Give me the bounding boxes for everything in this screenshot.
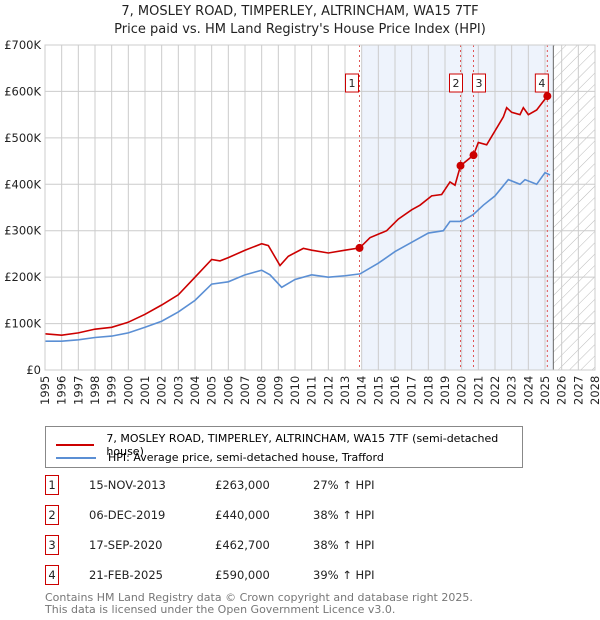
- sale-badge: 2: [45, 505, 59, 525]
- chart-title: 7, MOSLEY ROAD, TIMPERLEY, ALTRINCHAM, W…: [121, 4, 479, 19]
- x-tick-label: 1997: [71, 376, 85, 405]
- sale-price: £263,000: [215, 478, 270, 492]
- x-tick-label: 1998: [88, 376, 102, 405]
- y-tick-label: £300K: [4, 224, 41, 238]
- sale-hpi-diff: 38% ↑ HPI: [313, 508, 375, 522]
- x-tick-label: 2019: [438, 376, 452, 405]
- x-tick-label: 2015: [371, 376, 385, 405]
- sale-badge: 3: [45, 535, 59, 555]
- sale-hpi-diff: 39% ↑ HPI: [313, 568, 375, 582]
- x-tick-label: 2008: [255, 376, 269, 405]
- x-tick-label: 2022: [488, 376, 502, 405]
- x-tick-label: 2026: [555, 376, 569, 405]
- x-tick-label: 2028: [588, 376, 600, 405]
- sale-price: £590,000: [215, 568, 270, 582]
- shaded-region: [361, 45, 554, 370]
- y-tick-label: £200K: [4, 270, 41, 284]
- sale-price: £440,000: [215, 508, 270, 522]
- y-tick-label: £700K: [4, 38, 41, 52]
- y-tick-label: £100K: [4, 317, 41, 331]
- x-tick-label: 2005: [205, 376, 219, 405]
- sale-label-box: [534, 73, 549, 93]
- sale-hpi-diff: 27% ↑ HPI: [313, 478, 375, 492]
- legend-red-line: [56, 444, 95, 446]
- sale-row: 4 21-FEB-2025 £590,000 39% ↑ HPI: [45, 565, 445, 585]
- chart-legend: 7, MOSLEY ROAD, TIMPERLEY, ALTRINCHAM, W…: [45, 426, 523, 468]
- footer-copyright: Contains HM Land Registry data © Crown c…: [45, 591, 473, 604]
- x-tick-label: 2000: [121, 376, 135, 405]
- sale-row: 2 06-DEC-2019 £440,000 38% ↑ HPI: [45, 505, 445, 525]
- x-tick-label: 2017: [405, 376, 419, 405]
- sale-point: [543, 92, 552, 101]
- x-tick-label: 1999: [105, 376, 119, 405]
- x-tick-label: 2007: [238, 376, 252, 405]
- x-tick-label: 2025: [538, 376, 552, 405]
- x-tick-label: 2020: [455, 376, 469, 405]
- x-tick-label: 2004: [188, 376, 202, 405]
- sale-point: [355, 243, 364, 252]
- sale-price: £462,700: [215, 538, 270, 552]
- legend-blue-line: [56, 456, 96, 459]
- forecast-hatch: [553, 45, 595, 370]
- sale-label-box: [472, 73, 486, 93]
- x-tick-label: 2018: [421, 376, 435, 405]
- x-tick-label: 2001: [138, 376, 152, 405]
- y-tick-label: £500K: [4, 131, 41, 145]
- x-tick-label: 2013: [338, 376, 352, 405]
- sale-row: 3 17-SEP-2020 £462,700 38% ↑ HPI: [45, 535, 445, 555]
- sale-point: [469, 151, 478, 160]
- x-tick-label: 1995: [38, 376, 52, 405]
- sale-label: 3: [476, 77, 483, 90]
- sale-date: 21-FEB-2025: [89, 568, 163, 582]
- sale-point: [456, 161, 465, 170]
- sale-date: 06-DEC-2019: [89, 508, 166, 522]
- sale-badge: 1: [45, 475, 59, 495]
- legend-property: 7, MOSLEY ROAD, TIMPERLEY, ALTRINCHAM, W…: [106, 432, 499, 458]
- x-tick-label: 1996: [55, 376, 69, 405]
- sale-label: 1: [349, 77, 356, 90]
- series-line: [45, 171, 551, 343]
- sale-badge: 4: [45, 565, 59, 585]
- x-tick-label: 2014: [355, 376, 369, 405]
- x-tick-label: 2016: [388, 376, 402, 405]
- footer-licence: This data is licensed under the Open Gov…: [45, 603, 396, 616]
- sale-row: 1 15-NOV-2013 £263,000 27% ↑ HPI: [45, 475, 445, 495]
- sale-date: 15-NOV-2013: [89, 478, 166, 492]
- y-tick-label: £400K: [4, 177, 41, 191]
- sale-hpi-diff: 38% ↑ HPI: [313, 538, 375, 552]
- legend-hpi: HPI: Average price, semi-detached house,…: [108, 451, 384, 464]
- x-tick-label: 2021: [471, 376, 485, 405]
- y-tick-label: £600K: [4, 84, 41, 98]
- x-tick-label: 2009: [271, 376, 285, 405]
- sale-label: 4: [538, 77, 545, 90]
- y-tick-label: £0: [26, 363, 41, 377]
- x-tick-label: 2011: [305, 376, 319, 405]
- x-tick-label: 2024: [521, 376, 535, 405]
- x-tick-label: 2023: [505, 376, 519, 405]
- x-tick-label: 2003: [171, 376, 185, 405]
- sale-label-box: [449, 73, 463, 93]
- x-tick-label: 2006: [221, 376, 235, 405]
- sale-label: 2: [453, 77, 460, 90]
- x-tick-label: 2012: [321, 376, 335, 405]
- chart-subtitle: Price paid vs. HM Land Registry's House …: [114, 22, 486, 37]
- plot-border: [44, 44, 596, 371]
- chart-plot: 1995 1996 1997 1998 1999 2000 2001 2002 2003 2004…: [4, 38, 600, 405]
- x-tick-label: 2027: [571, 376, 585, 405]
- footer: Contains HM Land Registry data © Crown c…: [45, 592, 473, 616]
- x-tick-label: 2002: [155, 376, 169, 405]
- sale-label-box: [345, 73, 359, 93]
- x-tick-label: 2010: [288, 376, 302, 405]
- sale-date: 17-SEP-2020: [89, 538, 163, 552]
